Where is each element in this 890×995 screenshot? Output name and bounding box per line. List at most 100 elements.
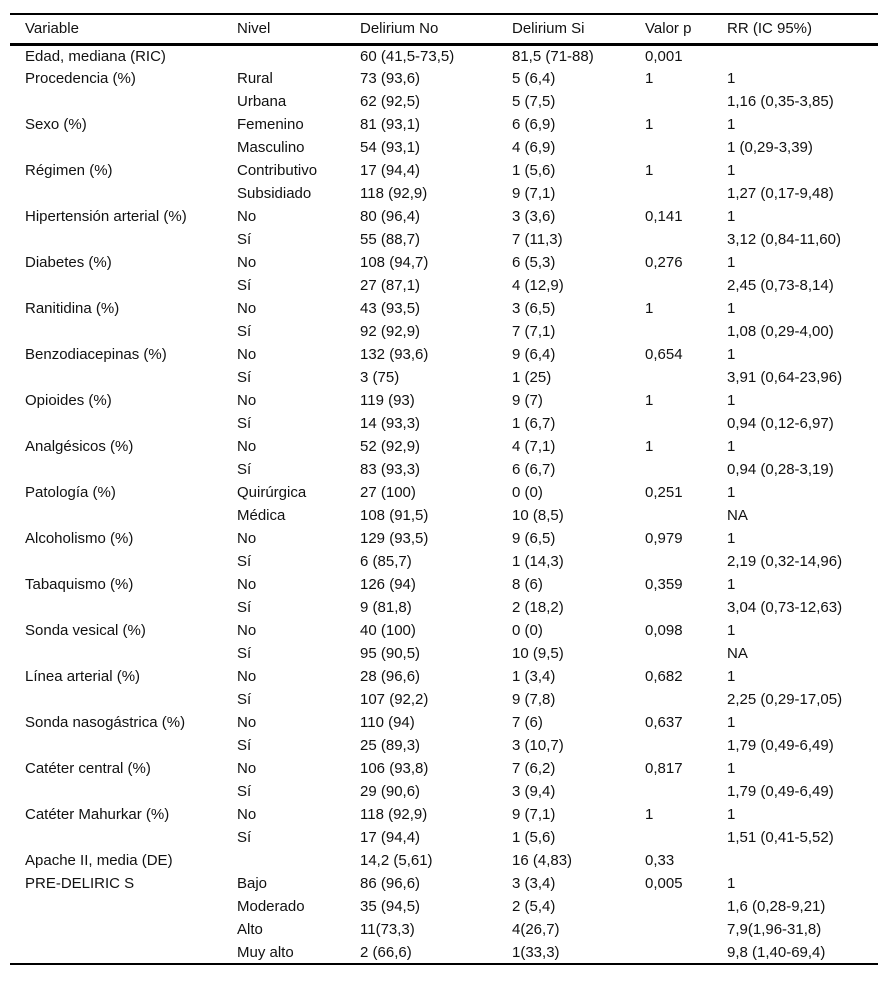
table-cell: 1	[727, 300, 736, 317]
table-cell	[630, 274, 712, 297]
table-cell	[10, 136, 222, 159]
table-cell: 0,979	[645, 530, 683, 547]
table-cell	[630, 596, 712, 619]
table-cell: 8 (6)	[512, 576, 543, 593]
table-cell: 9 (7)	[512, 392, 543, 409]
table-cell: 0,33	[645, 852, 675, 869]
table-cell: 2 (66,6)	[345, 941, 497, 965]
table-cell: 10 (8,5)	[512, 507, 564, 524]
table-row: Línea arterial (%) No 28 (96,6) 1 (3,4) 0,68…	[10, 665, 878, 688]
table-cell: Alcoholismo (%)	[25, 530, 134, 547]
table-cell: No	[237, 346, 257, 363]
table-cell	[630, 895, 712, 918]
table-cell	[10, 734, 222, 757]
table-row: Sí 6 (85,7) 1 (14,3) 2,19 (0,32-14,96)	[10, 550, 878, 573]
table-cell: 6 (6,9)	[512, 116, 556, 133]
table-cell	[10, 412, 222, 435]
table-cell	[222, 849, 345, 872]
table-row: Diabetes (%) No 108 (94,7) 6 (5,3) 0,276 1	[10, 251, 878, 274]
table-cell: 0 (0)	[512, 484, 543, 501]
table-cell: NA	[727, 645, 748, 662]
table-cell: Sí	[237, 645, 252, 662]
table-cell	[630, 941, 712, 965]
table-row: Hipertensión arterial (%) No 80 (96,4) 3 (3…	[10, 205, 878, 228]
table-cell: Sí	[237, 737, 252, 754]
table-cell	[630, 826, 712, 849]
table-cell: Femenino	[237, 116, 304, 133]
table-cell	[10, 780, 222, 803]
table-cell: 5 (6,4)	[512, 70, 556, 87]
table-row: Sí 27 (87,1) 4 (12,9) 2,45 (0,73-8,14)	[10, 274, 878, 297]
table-cell	[10, 366, 222, 389]
table-cell: 3 (75)	[360, 369, 400, 386]
table-cell	[630, 228, 712, 251]
table-cell	[10, 504, 222, 527]
table-cell: 1	[727, 346, 736, 363]
table-row: Sonda nasogástrica (%) No 110 (94) 7 (6) 0,6…	[10, 711, 878, 734]
table-row: Sí 17 (94,4) 1 (5,6) 1,51 (0,41-5,52)	[10, 826, 878, 849]
column-header: Nivel	[222, 13, 345, 46]
table-cell: 3 (10,7)	[512, 737, 564, 754]
table-cell: Benzodiacepinas (%)	[25, 346, 167, 363]
table-cell: 40 (100)	[360, 622, 416, 639]
table-cell	[10, 228, 222, 251]
table-cell: Régimen (%)	[25, 162, 113, 179]
table-cell: 3 (3,4)	[512, 875, 556, 892]
table-cell: No	[237, 438, 257, 455]
table-cell: No	[237, 668, 257, 685]
table-cell: 0,141	[645, 208, 683, 225]
table-cell	[630, 688, 712, 711]
table-cell: 1	[645, 438, 654, 455]
table-cell: Catéter central (%)	[25, 760, 151, 777]
table-cell: Quirúrgica	[237, 484, 307, 501]
table-cell: 1	[645, 162, 654, 179]
table-cell: 9 (81,8)	[360, 599, 412, 616]
table-cell: 0,682	[645, 668, 683, 685]
table-cell: 1	[727, 875, 736, 892]
table-cell: Subsidiado	[237, 185, 312, 202]
table-cell: 106 (93,8)	[360, 760, 429, 777]
table-cell: Sí	[237, 829, 252, 846]
table-cell: 1,79 (0,49-6,49)	[727, 737, 834, 754]
table-cell: 7 (6,2)	[512, 760, 556, 777]
results-table: Variable Nivel Delirium No Delirium Si Valor…	[10, 13, 878, 965]
table-row: Sí 95 (90,5) 10 (9,5) NA	[10, 642, 878, 665]
table-cell: 1 (6,7)	[512, 415, 556, 432]
table-cell: 52 (92,9)	[360, 438, 421, 455]
table-cell: Sí	[237, 231, 252, 248]
table-row: Urbana 62 (92,5) 5 (7,5) 1,16 (0,35-3,85)	[10, 90, 878, 113]
table-cell: No	[237, 300, 257, 317]
table-cell: Sí	[237, 691, 252, 708]
table-cell: Tabaquismo (%)	[25, 576, 134, 593]
table-row: Sí 83 (93,3) 6 (6,7) 0,94 (0,28-3,19)	[10, 458, 878, 481]
table-cell: 126 (94)	[360, 576, 416, 593]
table-row: Analgésicos (%) No 52 (92,9) 4 (7,1) 1 1	[10, 435, 878, 458]
table-cell: No	[237, 760, 257, 777]
table-cell	[630, 918, 712, 941]
table-row: Sí 14 (93,3) 1 (6,7) 0,94 (0,12-6,97)	[10, 412, 878, 435]
table-row: Sí 55 (88,7) 7 (11,3) 3,12 (0,84-11,60)	[10, 228, 878, 251]
table-cell: 1	[645, 392, 654, 409]
table-cell: 1,6 (0,28-9,21)	[727, 898, 826, 915]
table-cell: No	[237, 576, 257, 593]
table-cell: 0,654	[645, 346, 683, 363]
table-row: Subsidiado 118 (92,9) 9 (7,1) 1,27 (0,17-9,…	[10, 182, 878, 205]
table-cell: 1	[727, 668, 736, 685]
table-cell	[222, 44, 345, 67]
table-body: Edad, mediana (RIC) 60 (41,5-73,5) 81,5 (7…	[10, 44, 878, 965]
table-cell: 1,27 (0,17-9,48)	[727, 185, 834, 202]
table-row: Muy alto 2 (66,6) 1(33,3) 9,8 (1,40-69,4)	[10, 941, 878, 965]
table-cell: 28 (96,6)	[360, 668, 421, 685]
table-cell: 1	[727, 714, 736, 731]
table-row: Catéter central (%) No 106 (93,8) 7 (6,2) 0,…	[10, 757, 878, 780]
table-cell: 3 (9,4)	[512, 783, 556, 800]
table-cell: 80 (96,4)	[360, 208, 421, 225]
table-cell: 0 (0)	[512, 622, 543, 639]
table-cell	[10, 688, 222, 711]
table-cell: No	[237, 806, 257, 823]
table-cell: 1(33,3)	[497, 941, 630, 965]
table-cell: 17 (94,4)	[360, 829, 421, 846]
table-cell: 73 (93,6)	[360, 70, 421, 87]
table-cell: Diabetes (%)	[25, 254, 112, 271]
table-cell: 1 (14,3)	[512, 553, 564, 570]
